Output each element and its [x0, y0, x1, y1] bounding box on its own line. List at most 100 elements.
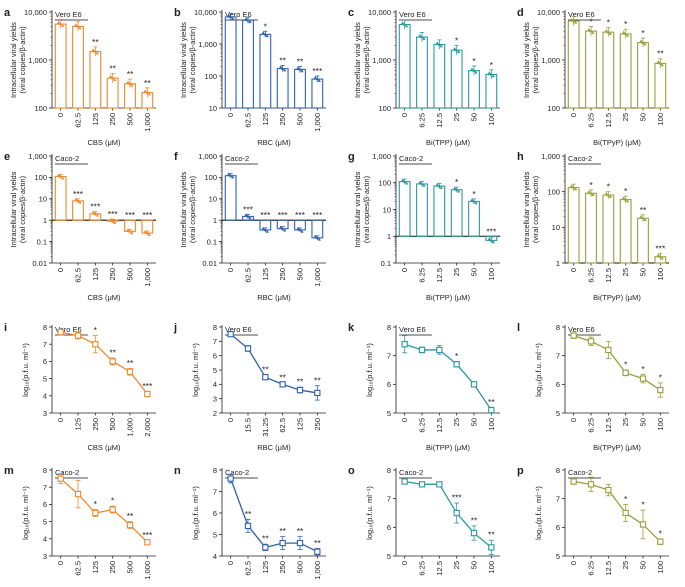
data-point [248, 20, 252, 24]
y-tick-label: 0.1 [207, 237, 217, 246]
y-axis-label: Intracellular viral yields [9, 171, 18, 247]
significance-marker: ** [314, 375, 321, 385]
cell-line-label: Caco-2 [225, 468, 249, 477]
data-point [229, 15, 233, 19]
y-tick-label: 10 [209, 195, 217, 204]
data-point [265, 34, 269, 38]
x-tick-label: 0 [56, 418, 65, 422]
data-point [130, 231, 134, 235]
data-point [488, 406, 495, 414]
x-tick-label: 12.5 [604, 268, 613, 283]
data-point [317, 79, 321, 82]
x-tick-label: 125 [261, 268, 270, 281]
x-tick-label: 25 [452, 561, 461, 569]
significance-marker: * [472, 189, 476, 199]
data-point [604, 191, 608, 195]
significance-marker: *** [312, 210, 323, 220]
bar [398, 181, 411, 237]
x-tick-label: 250 [108, 113, 117, 126]
x-tick-label: 12.5 [604, 113, 613, 128]
panel-letter: g [348, 151, 355, 163]
x-tick-label: 62.5 [74, 268, 83, 283]
data-point [453, 361, 460, 368]
data-point [453, 186, 457, 190]
x-tick-label: 12.5 [604, 561, 613, 576]
x-tick-label: 6.25 [418, 561, 427, 576]
data-point [128, 229, 132, 233]
data-point [244, 213, 248, 217]
bar [416, 36, 428, 109]
y-tick-label: 8 [556, 323, 560, 332]
x-tick-label: 0 [400, 418, 409, 422]
panel-letter: l [517, 322, 520, 334]
cell-line-label: Vero E6 [399, 325, 426, 334]
y-tick-label: 4 [43, 392, 47, 401]
cell-line-label: Caco-2 [568, 468, 592, 477]
x-tick-label: 500 [296, 268, 305, 281]
bar [54, 175, 67, 221]
x-tick-label: 31.25 [261, 418, 270, 437]
x-tick-label: 12.5 [435, 561, 444, 576]
data-point [111, 76, 115, 80]
data-point [92, 341, 99, 348]
x-tick-label: 125 [91, 113, 100, 126]
y-tick-label: 8 [556, 466, 560, 475]
bar [416, 183, 428, 237]
data-point [74, 490, 82, 498]
data-point [487, 237, 491, 240]
x-tick-label: 25 [621, 418, 630, 426]
cell-line-label: Vero E6 [55, 10, 82, 19]
data-point [261, 226, 265, 230]
x-tick-label: 1,000 [143, 113, 152, 132]
significance-marker: * [641, 500, 645, 510]
x-tick-label: 0 [569, 268, 578, 272]
y-tick-label: 7 [43, 483, 47, 492]
y-tick-label: 7 [387, 494, 391, 503]
data-point [91, 210, 95, 214]
y-tick-label: 1,000 [541, 56, 560, 65]
panel-letter: b [174, 7, 181, 19]
x-tick-label: 25 [452, 113, 461, 121]
y-axis-label: Intracellular viral yields [522, 22, 531, 98]
x-tick-label: 50 [470, 561, 479, 569]
x-tick-label: 100 [487, 268, 496, 281]
x-tick-label: 12.5 [604, 418, 613, 433]
data-point [244, 345, 252, 352]
data-point [95, 51, 99, 55]
data-point [405, 24, 409, 28]
x-axis-label: CBS (μM) [87, 443, 121, 452]
x-tick-label: 0 [226, 268, 235, 272]
bar [224, 175, 237, 221]
x-tick-label: 50 [470, 113, 479, 121]
panel-letter: d [517, 7, 524, 19]
panel-m: m log₁₀(p.f.u. ml⁻¹) 3 4 5 6 7 8 0 62.5 125 250 500 1… [4, 465, 156, 587]
significance-marker: * [641, 28, 645, 38]
data-point [436, 346, 443, 354]
series-line [573, 334, 661, 391]
bar [602, 31, 615, 109]
significance-marker: ** [92, 37, 99, 47]
data-point [574, 20, 578, 24]
x-axis-label: RBC (μM) [257, 138, 291, 147]
y-tick-label: 10 [383, 205, 391, 214]
data-point [457, 50, 461, 54]
data-point [639, 39, 643, 43]
data-point [109, 506, 116, 513]
series-line [404, 480, 492, 548]
significance-marker: ** [488, 397, 495, 407]
significance-marker: ** [279, 372, 286, 382]
significance-marker: * [472, 56, 476, 66]
y-tick-label: 5 [556, 409, 560, 418]
bar [468, 70, 480, 109]
data-point [147, 233, 151, 236]
panel-c: c Intracellular viral yields (viral copies… [348, 7, 500, 147]
data-point [658, 61, 662, 65]
x-tick-label: 500 [126, 561, 135, 574]
significance-marker: ** [127, 358, 134, 368]
x-tick-label: 125 [91, 561, 100, 574]
data-point [59, 174, 63, 178]
y-tick-label: 1 [387, 232, 391, 241]
x-tick-label: 0 [400, 113, 409, 117]
